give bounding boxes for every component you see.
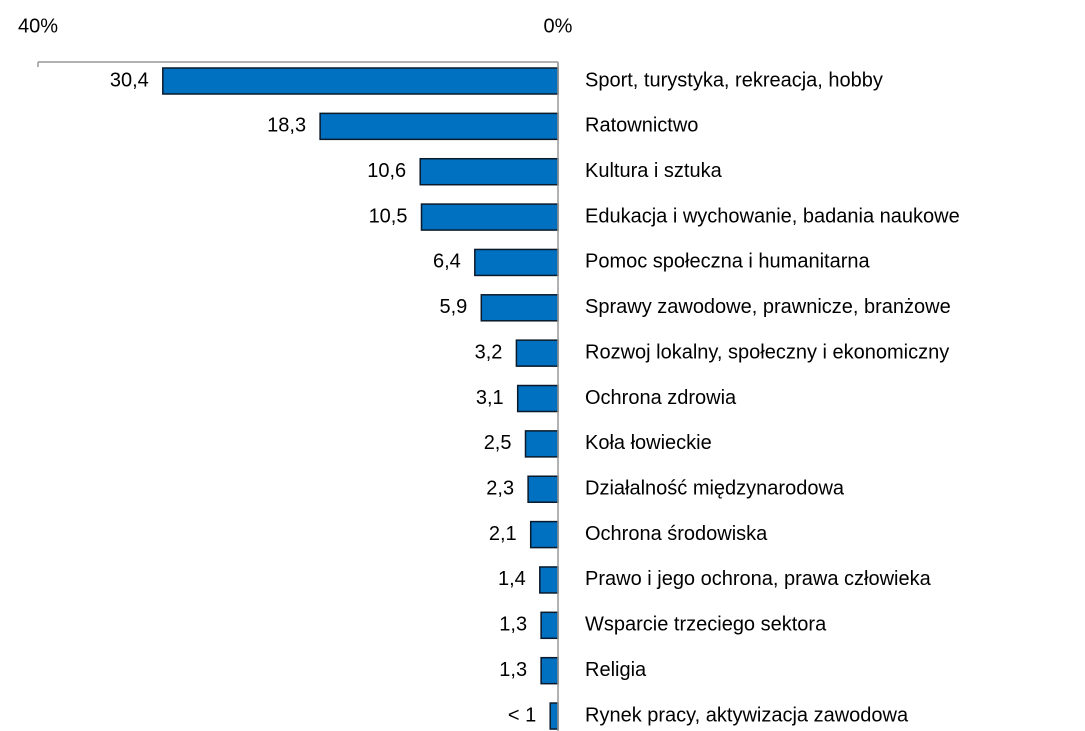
value-label: 3,2 (475, 341, 503, 363)
category-label: Edukacja i wychowanie, badania naukowe (585, 205, 960, 227)
bar (540, 656, 559, 685)
value-label: 6,4 (433, 251, 461, 273)
bar (319, 112, 559, 141)
x-tick-label: 40% (18, 15, 58, 37)
category-label: Sport, turystyka, rekreacja, hobby (585, 69, 883, 91)
category-label: Rynek pracy, aktywizacja zawodowa (585, 704, 909, 726)
bar (539, 566, 559, 594)
category-label: Kultura i sztuka (585, 160, 723, 182)
bar (474, 248, 559, 277)
category-label: Ratownictwo (585, 115, 698, 137)
value-label: 30,4 (110, 69, 149, 91)
category-label: Religia (585, 659, 647, 681)
bar (419, 157, 559, 186)
category-label: Rozwoj lokalny, społeczny i ekonomiczny (585, 341, 949, 363)
value-label: 2,5 (484, 432, 512, 454)
value-label: 18,3 (267, 115, 306, 137)
value-label: 3,1 (476, 387, 504, 409)
bar (420, 203, 559, 231)
value-label: 1,3 (499, 659, 527, 681)
category-label: Działalność międzynarodowa (585, 478, 845, 500)
bar (549, 702, 559, 730)
bar (480, 294, 559, 322)
bar (516, 384, 559, 413)
bar (540, 611, 559, 640)
bar (529, 520, 559, 549)
category-label: Prawo i jego ochrona, prawa człowieka (585, 568, 932, 590)
value-label: 1,4 (498, 568, 526, 590)
category-label: Wsparcie trzeciego sektora (585, 614, 827, 636)
value-label: 2,1 (489, 523, 517, 545)
bar (162, 67, 559, 95)
value-label: 1,3 (499, 614, 527, 636)
category-label: Pomoc społeczna i humanitarna (585, 251, 870, 273)
value-label: 2,3 (486, 478, 514, 500)
bar (527, 475, 559, 503)
bar (524, 430, 559, 458)
category-label: Sprawy zawodowe, prawnicze, branżowe (585, 296, 951, 318)
value-label: < 1 (508, 704, 536, 726)
bar (515, 339, 559, 367)
category-label: Ochrona środowiska (585, 523, 768, 545)
category-label: Ochrona zdrowia (585, 387, 737, 409)
category-label: Koła łowieckie (585, 432, 712, 454)
x-tick-label: 0% (544, 15, 573, 37)
value-label: 5,9 (439, 296, 467, 318)
value-label: 10,5 (369, 205, 408, 227)
value-label: 10,6 (367, 160, 406, 182)
